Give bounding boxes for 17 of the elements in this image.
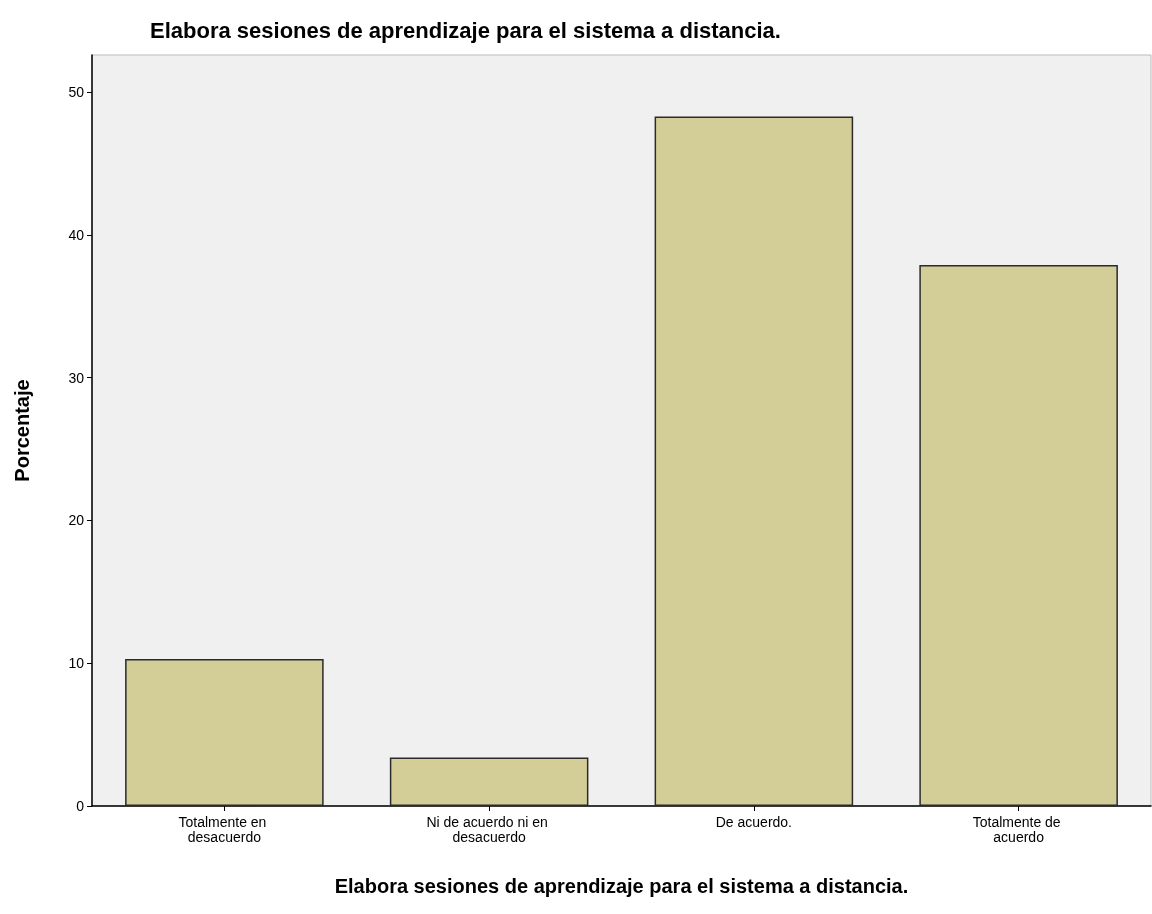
bar xyxy=(125,658,324,806)
y-tick-label: 40 xyxy=(68,226,85,243)
y-tick-label: 0 xyxy=(76,798,85,814)
y-tick-label: 20 xyxy=(68,512,85,529)
y-axis-title: Porcentaje xyxy=(11,379,33,482)
chart-title: Elabora sesiones de aprendizaje para el sistema a distancia. xyxy=(150,17,781,43)
y-tick-label: 50 xyxy=(68,84,85,101)
x-axis-title: Elabora sesiones de aprendizaje para el sistema a distancia. xyxy=(334,875,909,897)
x-tick-label: Totalmente de acuerdo xyxy=(972,813,1065,845)
x-tick-label: Ni de acuerdo ni en desacuerdo xyxy=(426,813,552,845)
y-tick-label: 10 xyxy=(68,655,85,672)
y-tick-label: 30 xyxy=(68,369,85,386)
bar xyxy=(919,264,1118,806)
x-tick-label: Totalmente en desacuerdo xyxy=(178,813,271,845)
bar xyxy=(654,116,854,806)
x-tick-label: De acuerdo. xyxy=(715,813,793,830)
bar xyxy=(389,757,589,806)
